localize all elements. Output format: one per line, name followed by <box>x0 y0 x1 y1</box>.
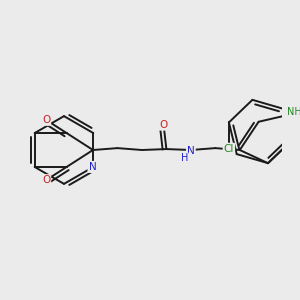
Text: NH: NH <box>287 107 300 117</box>
Text: Cl: Cl <box>224 144 234 154</box>
Text: H: H <box>181 154 188 164</box>
Text: O: O <box>42 175 50 185</box>
Text: O: O <box>159 120 168 130</box>
Text: O: O <box>42 115 50 125</box>
Text: N: N <box>88 162 96 172</box>
Text: N: N <box>187 146 195 156</box>
